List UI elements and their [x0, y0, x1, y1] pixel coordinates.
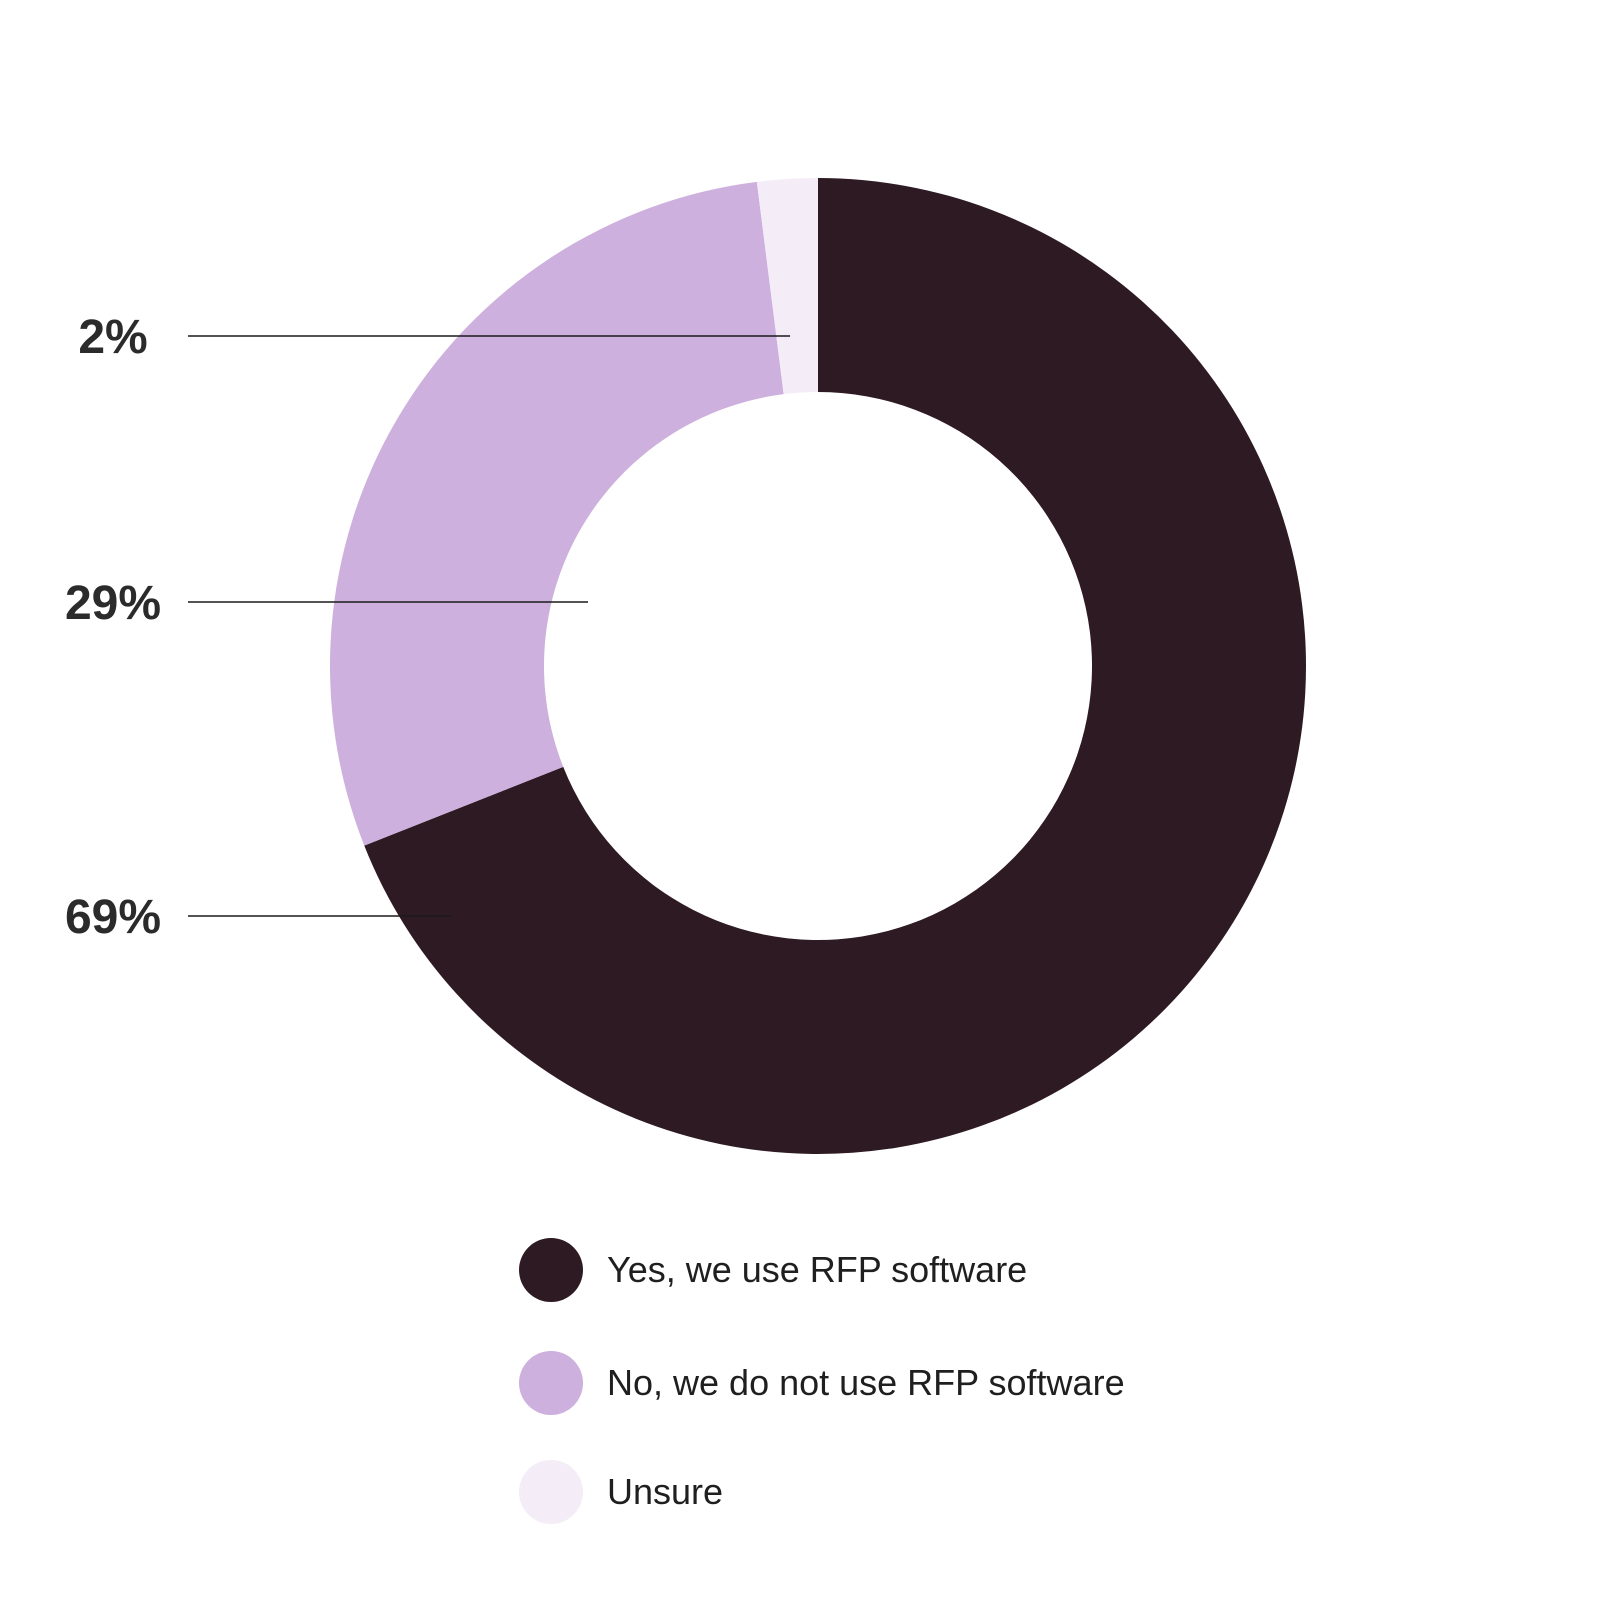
- donut-slices: [329, 178, 1307, 1154]
- slice-yes-we-use-rfp-software: [364, 178, 1307, 1154]
- legend-label-unsure: Unsure: [607, 1471, 723, 1512]
- legend-swatch-no-we-do-not-use-rfp-software: [519, 1351, 583, 1415]
- percent-label-unsure: 2%: [78, 311, 147, 364]
- leader-lines: [188, 335, 790, 917]
- legend-label-no-we-do-not-use-rfp-software: No, we do not use RFP software: [607, 1362, 1125, 1403]
- legend: Yes, we use RFP software No, we do not us…: [519, 1238, 1125, 1524]
- slice-no-we-do-not-use-rfp-software: [329, 181, 784, 846]
- percent-label-yes-we-use-rfp-software: 69%: [65, 891, 161, 944]
- slice-unsure: [756, 178, 818, 395]
- percent-label-no-we-do-not-use-rfp-software: 29%: [65, 577, 161, 630]
- legend-swatch-yes-we-use-rfp-software: [519, 1238, 583, 1302]
- percent-labels: 2% 29% 69%: [65, 311, 161, 944]
- legend-label-yes-we-use-rfp-software: Yes, we use RFP software: [607, 1249, 1027, 1290]
- legend-swatch-unsure: [519, 1460, 583, 1524]
